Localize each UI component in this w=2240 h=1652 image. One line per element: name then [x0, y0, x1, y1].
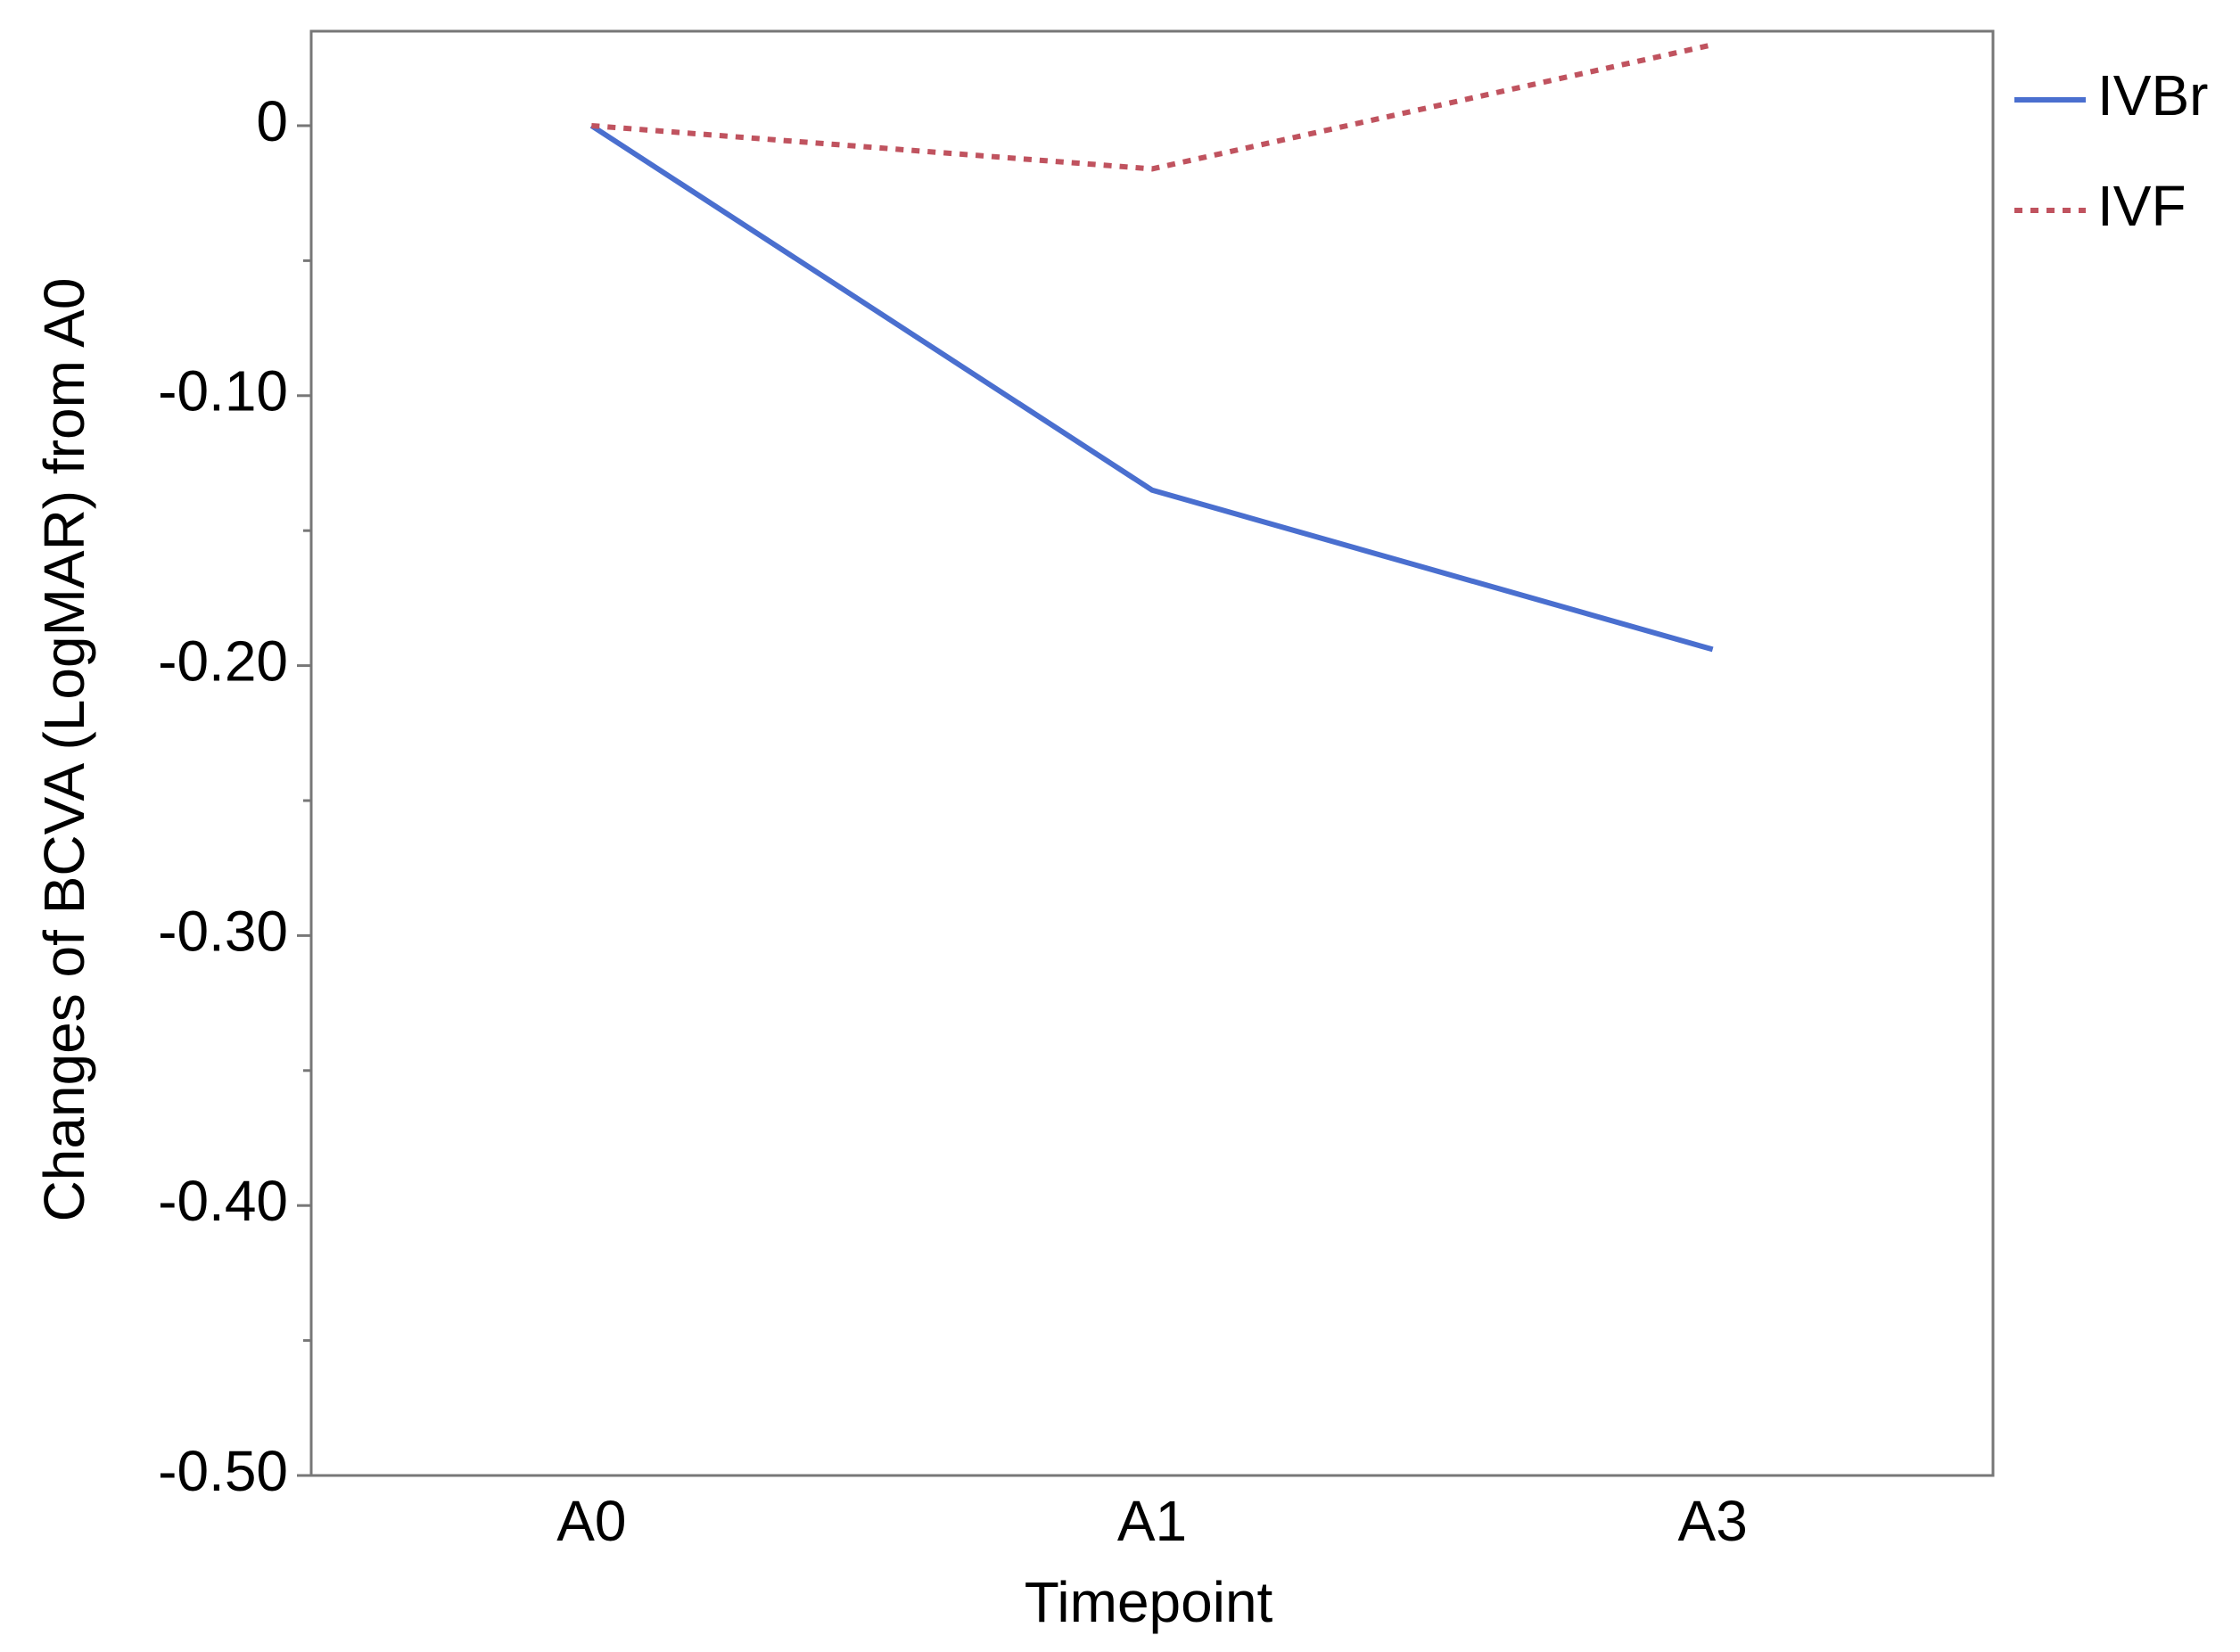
plot-frame — [309, 29, 1995, 1477]
x-tick-label: A3 — [1678, 1489, 1748, 1553]
y-tick-label: -0.10 — [158, 359, 288, 423]
series-line — [589, 123, 1714, 653]
x-tick-label: A1 — [1117, 1489, 1187, 1553]
legend-label: IVBr — [2097, 63, 2208, 127]
y-tick-label: -0.50 — [158, 1439, 288, 1503]
y-tick-label: -0.20 — [158, 629, 288, 693]
y-axis-title: Changes of BCVA (LogMAR) from A0 — [32, 278, 96, 1222]
y-tick-label: -0.40 — [158, 1169, 288, 1233]
x-tick-label: A0 — [556, 1489, 626, 1553]
y-tick-label: 0 — [256, 89, 288, 153]
legend-label: IVF — [2097, 174, 2186, 238]
y-tick-label: -0.30 — [158, 899, 288, 963]
x-axis-title: Timepoint — [1025, 1570, 1273, 1634]
series-line — [591, 42, 1714, 172]
